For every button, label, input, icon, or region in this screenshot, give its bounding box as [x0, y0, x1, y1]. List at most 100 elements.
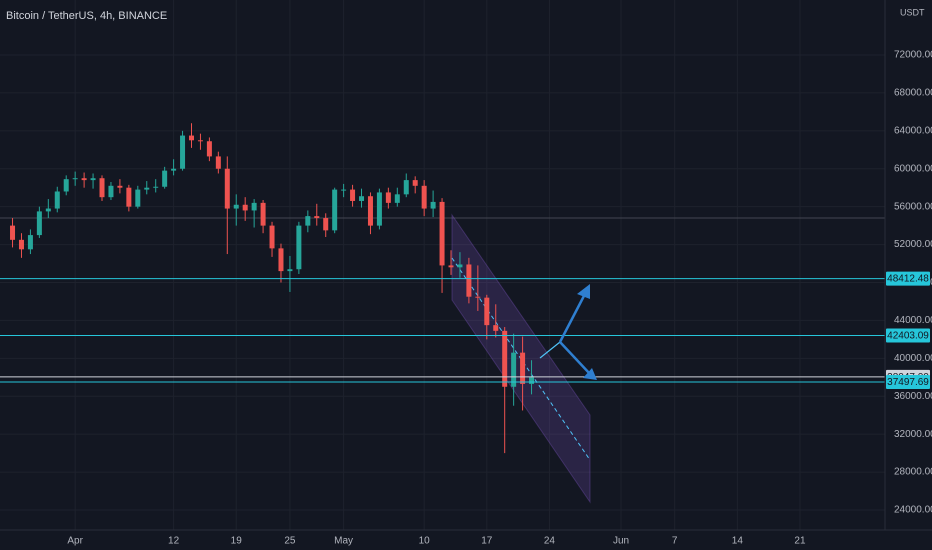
candle-body	[260, 202, 266, 226]
levels	[0, 278, 885, 383]
price-level-badge	[886, 328, 930, 343]
y-tick-label: 44000.00	[894, 315, 932, 326]
arrow-up	[558, 291, 588, 343]
forecast-arrows	[539, 284, 597, 380]
candle-body	[376, 192, 382, 226]
price-level-label: 42403.09	[887, 331, 929, 342]
x-tick-label: 24	[544, 536, 556, 547]
candle-body	[341, 189, 347, 191]
candle-body	[421, 185, 427, 209]
candle-body	[287, 269, 293, 272]
candle-body	[511, 352, 517, 387]
y-tick-label: 52000.00	[894, 239, 932, 250]
candle-body	[367, 196, 373, 226]
candle-body	[188, 135, 194, 141]
candle-body	[493, 325, 499, 331]
x-tick-label: 21	[794, 536, 806, 547]
candle-body	[475, 296, 481, 298]
candle-body	[18, 239, 24, 250]
axis-labels: 24000.00 28000.00 32000.00 36000.00 40000.00…	[67, 50, 932, 547]
candle-body	[323, 218, 329, 231]
y-tick-label: 28000.00	[894, 467, 932, 478]
y-tick-label: 40000.00	[894, 353, 932, 364]
candle-body	[81, 178, 87, 181]
candle-body	[314, 216, 320, 219]
candle-body	[99, 178, 105, 198]
y-tick-label: 32000.00	[894, 429, 932, 440]
x-tick-label: May	[334, 536, 353, 547]
arrow-head	[583, 368, 597, 380]
candle-body	[350, 189, 356, 201]
candle-body	[117, 185, 123, 188]
candle-body	[72, 178, 78, 180]
x-tick-label: Jun	[613, 536, 629, 547]
price-level-badge	[886, 271, 930, 286]
candle-body	[27, 235, 33, 250]
arrow-head	[577, 284, 590, 299]
candle-body	[457, 264, 463, 268]
candle-body	[448, 265, 454, 268]
candle-body	[484, 297, 490, 326]
candle-body	[215, 156, 221, 169]
candle-body	[10, 225, 16, 240]
candle-body	[332, 189, 338, 231]
currency-label: USDT	[900, 7, 925, 17]
price-level-badge	[886, 375, 930, 390]
arrow-stem	[539, 341, 561, 359]
candle-body	[233, 204, 239, 209]
price-level-label: 48412.48	[887, 274, 929, 285]
candle-body	[305, 216, 311, 226]
x-tick-label: 14	[732, 536, 744, 547]
price-level-label: 37497.69	[887, 377, 929, 388]
candle-body	[206, 141, 212, 157]
candle-body	[529, 377, 535, 384]
grid	[0, 0, 885, 530]
candle-body	[412, 180, 418, 186]
candle-body	[394, 194, 400, 203]
y-tick-label: 24000.00	[894, 505, 932, 516]
candle-body	[242, 204, 248, 211]
candle-body	[520, 352, 526, 384]
x-tick-label: 7	[672, 536, 678, 547]
candle-body	[63, 179, 69, 192]
candle-body	[144, 187, 150, 190]
candle-body	[36, 211, 42, 236]
y-tick-label: 56000.00	[894, 201, 932, 212]
candle-body	[359, 196, 365, 201]
candle-body	[296, 225, 302, 270]
candle-body	[162, 170, 168, 187]
x-tick-label: 25	[284, 536, 296, 547]
x-tick-label: 19	[231, 536, 243, 547]
candle-body	[153, 186, 159, 188]
x-tick-label: 10	[419, 536, 431, 547]
candle-body	[54, 191, 60, 209]
y-tick-label: 60000.00	[894, 163, 932, 174]
candle-body	[90, 178, 96, 181]
candles	[10, 123, 535, 454]
candle-body	[45, 208, 51, 212]
candle-body	[439, 201, 445, 266]
candle-body	[403, 180, 409, 195]
x-tick-label: Apr	[67, 536, 83, 547]
candle-body	[108, 185, 114, 198]
x-tick-label: 12	[168, 536, 180, 547]
y-tick-label: 64000.00	[894, 125, 932, 136]
candle-body	[135, 189, 141, 207]
candle-body	[269, 225, 275, 249]
y-tick-label: 36000.00	[894, 391, 932, 402]
y-tick-label: 72000.00	[894, 50, 932, 61]
candle-body	[466, 264, 472, 297]
candle-body	[197, 140, 203, 142]
candle-body	[278, 248, 284, 272]
y-tick-label: 68000.00	[894, 88, 932, 99]
arrow-down	[559, 341, 591, 375]
x-tick-label: 17	[481, 536, 493, 547]
candle-body	[126, 187, 132, 207]
candle-body	[180, 135, 186, 169]
candle-body	[171, 168, 177, 171]
candle-body	[224, 168, 230, 209]
candle-body	[430, 201, 436, 209]
candle-body	[385, 192, 391, 203]
